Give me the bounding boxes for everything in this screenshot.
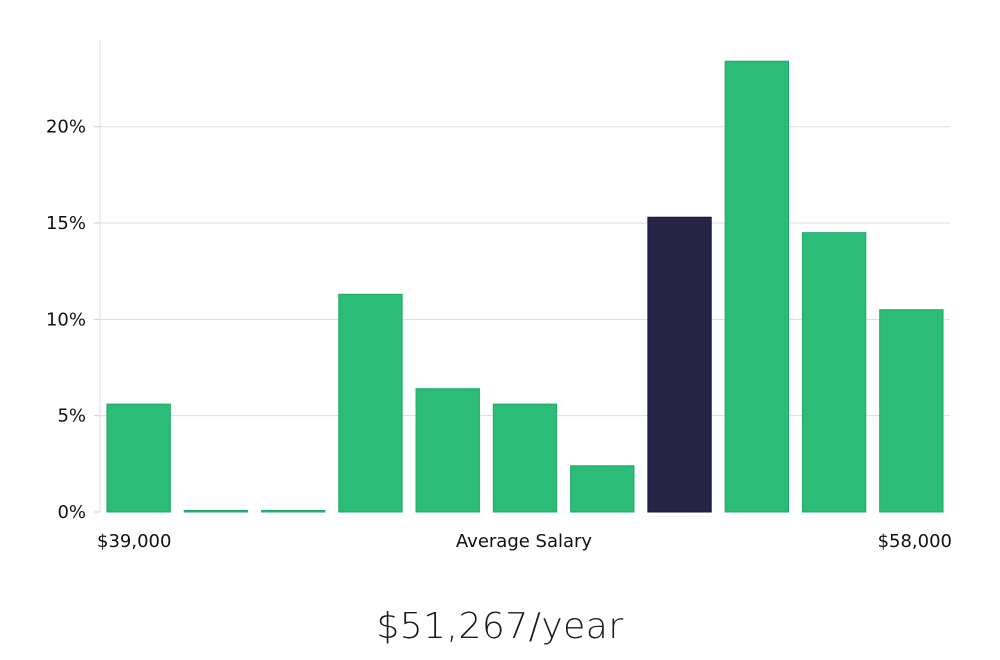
y-tick-label: 10% xyxy=(46,309,86,330)
bar xyxy=(879,309,944,513)
x-min-label: $39,000 xyxy=(97,531,171,552)
salary-histogram: 0% 5% 10% 15% 20% $39,000 Average Salary $58… xyxy=(46,40,952,552)
bar xyxy=(106,403,171,513)
y-tick-label: 5% xyxy=(57,406,86,427)
bar-highlighted xyxy=(647,216,712,513)
bar xyxy=(570,465,635,513)
bar xyxy=(492,403,558,513)
bar xyxy=(338,293,403,513)
histogram-svg: 0% 5% 10% 15% 20% $39,000 Average Salary $58… xyxy=(46,40,952,552)
bar xyxy=(183,510,249,513)
axis-labels: $39,000 Average Salary $58,000 xyxy=(97,531,952,552)
bar xyxy=(261,510,326,513)
x-axis-title: Average Salary xyxy=(456,531,593,552)
average-salary-value: $51,267/year xyxy=(376,606,624,647)
axes: 0% 5% 10% 15% 20% xyxy=(46,40,101,523)
bar xyxy=(801,232,867,513)
y-tick-label: 20% xyxy=(46,117,86,138)
y-tick-label: 15% xyxy=(46,213,86,234)
x-max-label: $58,000 xyxy=(878,531,952,552)
y-tick-label: 0% xyxy=(57,502,86,523)
bar xyxy=(724,60,789,513)
bar xyxy=(415,388,480,513)
bars xyxy=(106,60,944,513)
